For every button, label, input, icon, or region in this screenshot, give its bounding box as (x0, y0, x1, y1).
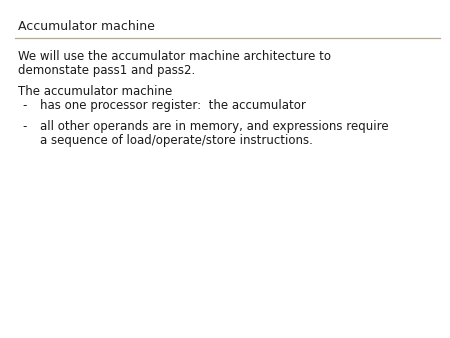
Text: a sequence of load/operate/store instructions.: a sequence of load/operate/store instruc… (40, 134, 313, 147)
Text: has one processor register:  the accumulator: has one processor register: the accumula… (40, 99, 306, 112)
Text: Accumulator machine: Accumulator machine (18, 20, 155, 33)
Text: The accumulator machine: The accumulator machine (18, 85, 172, 98)
Text: demonstate pass1 and pass2.: demonstate pass1 and pass2. (18, 64, 195, 77)
Text: -: - (22, 99, 27, 112)
Text: -: - (22, 120, 27, 133)
Text: We will use the accumulator machine architecture to: We will use the accumulator machine arch… (18, 50, 331, 63)
Text: all other operands are in memory, and expressions require: all other operands are in memory, and ex… (40, 120, 389, 133)
